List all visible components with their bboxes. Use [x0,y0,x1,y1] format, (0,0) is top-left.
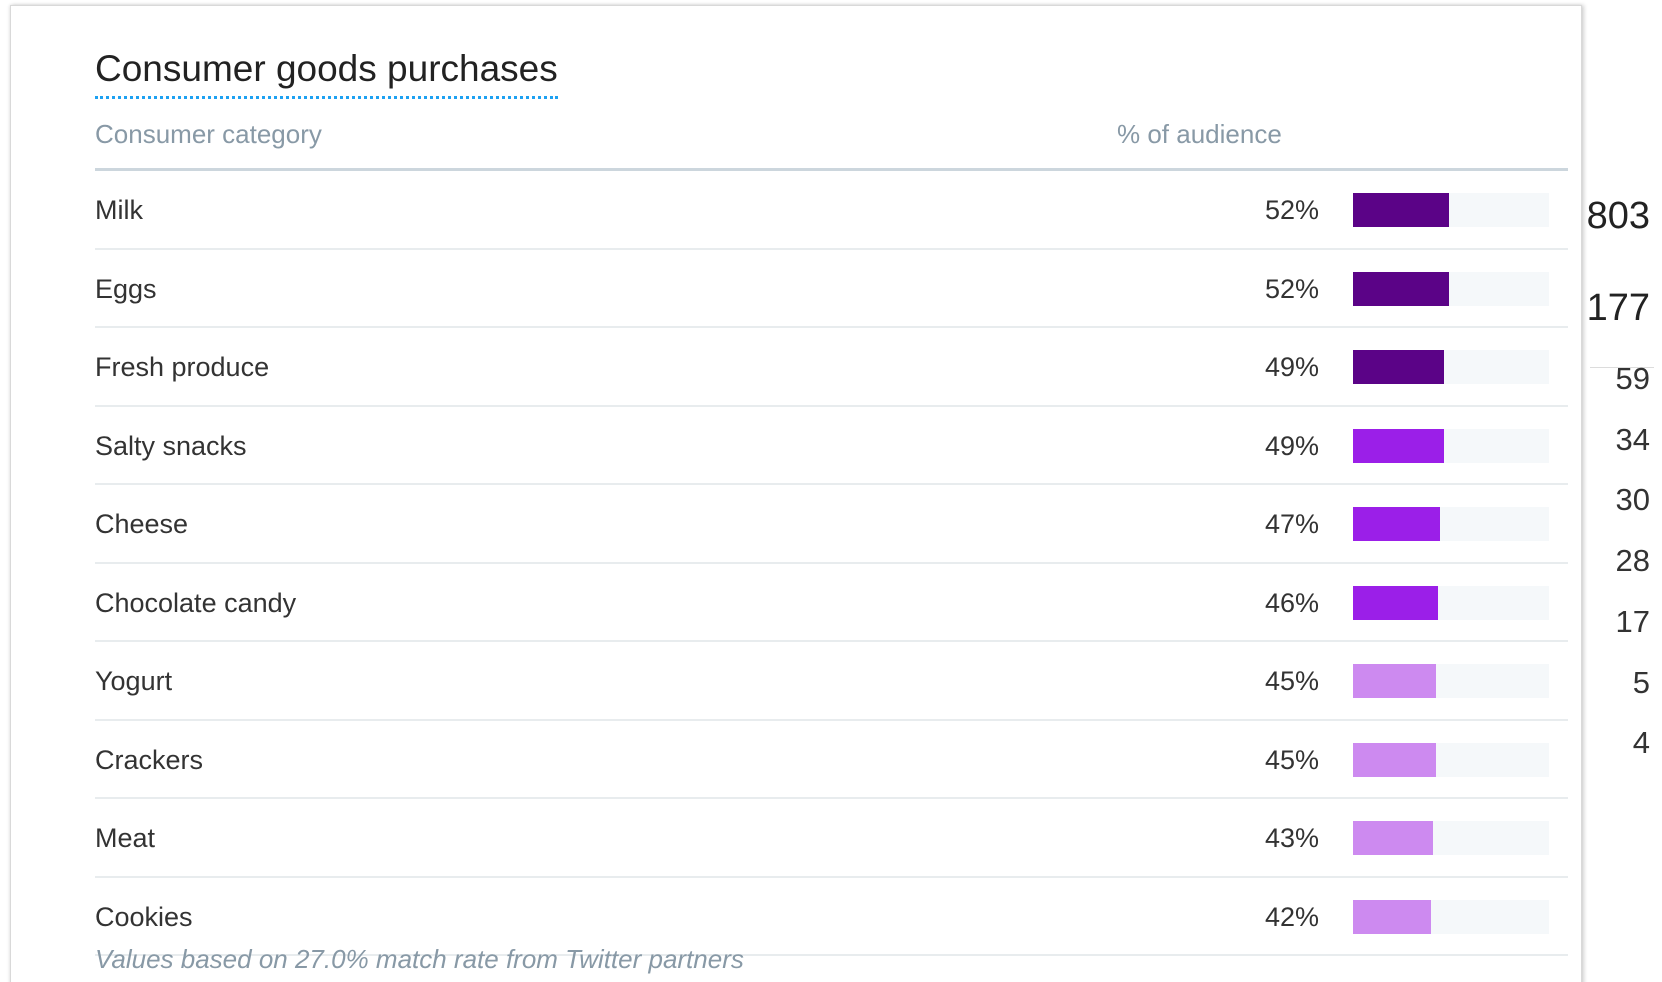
consumer-goods-card: Consumer goods purchases Consumer catego… [10,5,1582,982]
table-row: Eggs 52% [95,250,1568,329]
percent-bar-track [1353,429,1549,463]
audience-percent: 45% [1205,744,1319,776]
table-row: Cheese 47% [95,485,1568,564]
audience-percent: 52% [1205,273,1319,305]
card-title[interactable]: Consumer goods purchases [95,44,558,99]
background-stat-value: 803 [1587,196,1650,236]
card-content: Consumer goods purchases Consumer catego… [95,44,1568,956]
table-row: Yogurt 45% [95,642,1568,721]
percent-bar-track [1353,350,1549,384]
table-row: Salty snacks 49% [95,407,1568,486]
percent-bar-track [1353,507,1549,541]
category-label: Milk [95,194,143,226]
percent-bar-track [1353,743,1549,777]
category-label: Chocolate candy [95,587,296,619]
category-list: Milk 52% Eggs 52% Fresh produce 49% Salty snac… [95,171,1568,956]
percent-bar-fill [1353,350,1444,384]
audience-percent: 49% [1205,351,1319,383]
percent-bar-fill [1353,429,1444,463]
audience-percent: 42% [1205,901,1319,933]
category-label: Salty snacks [95,430,247,462]
percent-bar-track [1353,664,1549,698]
background-count: 5 [1633,666,1650,700]
category-label: Yogurt [95,665,172,697]
audience-percent: 46% [1205,587,1319,619]
audience-percent: 52% [1205,194,1319,226]
table-header: Consumer category % of audience [95,105,1568,171]
category-label: Cheese [95,508,188,540]
audience-percent: 47% [1205,508,1319,540]
percent-bar-fill [1353,743,1436,777]
table-row: Chocolate candy 46% [95,564,1568,643]
percent-bar-fill [1353,507,1440,541]
percent-bar-track [1353,586,1549,620]
percent-bar-track [1353,900,1549,934]
audience-percent: 49% [1205,430,1319,462]
table-row: Milk 52% [95,171,1568,250]
background-count: 30 [1616,483,1650,517]
percent-bar-fill [1353,272,1449,306]
audience-percent: 43% [1205,822,1319,854]
percent-bar-fill [1353,586,1438,620]
table-row: Meat 43% [95,799,1568,878]
category-label: Fresh produce [95,351,269,383]
category-label: Eggs [95,273,157,305]
percent-bar-fill [1353,821,1433,855]
percent-bar-track [1353,272,1549,306]
background-count: 34 [1616,423,1650,457]
background-right-column: 803 177 59 34 30 28 17 5 4 [1580,0,1662,982]
column-header-audience: % of audience [1117,119,1282,149]
category-label: Cookies [95,901,193,933]
category-label: Meat [95,822,155,854]
table-row: Fresh produce 49% [95,328,1568,407]
table-row: Crackers 45% [95,721,1568,800]
footnote: Values based on 27.0% match rate from Tw… [95,944,744,974]
audience-percent: 45% [1205,665,1319,697]
percent-bar-fill [1353,193,1449,227]
percent-bar-track [1353,193,1549,227]
background-count: 4 [1633,726,1650,760]
column-header-category: Consumer category [95,119,322,149]
background-count: 28 [1616,544,1650,578]
percent-bar-fill [1353,664,1436,698]
category-label: Crackers [95,744,203,776]
background-stat-value: 177 [1587,288,1650,328]
percent-bar-fill [1353,900,1431,934]
background-count: 59 [1616,362,1650,396]
background-count: 17 [1616,605,1650,639]
percent-bar-track [1353,821,1549,855]
